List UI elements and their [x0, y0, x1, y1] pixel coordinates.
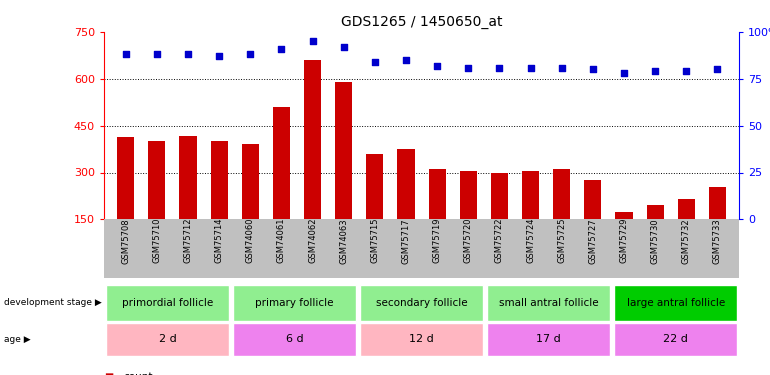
Point [555, 64, 567, 70]
Text: small antral follicle: small antral follicle [499, 298, 598, 308]
Bar [367, 154, 383, 266]
Bar [522, 171, 539, 266]
Point [182, 51, 194, 57]
Point [494, 64, 506, 70]
Text: 6 d: 6 d [286, 334, 303, 344]
Bar [429, 170, 446, 266]
Bar [397, 149, 414, 266]
Text: age ▶: age ▶ [4, 335, 31, 344]
Text: count: count [123, 372, 152, 375]
Point [337, 44, 350, 50]
Bar [273, 107, 290, 266]
Text: 17 d: 17 d [536, 334, 561, 344]
Point [711, 66, 724, 72]
Bar [149, 141, 166, 266]
Bar [678, 199, 695, 266]
Bar [584, 180, 601, 266]
Point [369, 59, 381, 65]
Bar [117, 136, 134, 266]
Text: ■: ■ [104, 372, 113, 375]
Bar [490, 172, 508, 266]
Point [680, 68, 692, 74]
Text: primordial follicle: primordial follicle [122, 298, 213, 308]
Point [306, 38, 319, 44]
Point [213, 53, 226, 59]
Bar [460, 171, 477, 266]
Bar [615, 211, 632, 266]
Point [587, 66, 599, 72]
Bar [179, 136, 196, 266]
Bar [553, 170, 571, 266]
Bar [647, 206, 664, 266]
Text: development stage ▶: development stage ▶ [4, 298, 102, 307]
Text: large antral follicle: large antral follicle [627, 298, 725, 308]
Bar [242, 144, 259, 266]
Bar [211, 141, 228, 266]
Point [276, 46, 288, 52]
Point [119, 51, 132, 57]
Title: GDS1265 / 1450650_at: GDS1265 / 1450650_at [341, 15, 502, 30]
Point [151, 51, 163, 57]
Text: 22 d: 22 d [663, 334, 688, 344]
Text: 12 d: 12 d [409, 334, 434, 344]
Point [431, 63, 444, 69]
Bar [304, 60, 321, 266]
Bar [709, 187, 726, 266]
Point [524, 64, 537, 70]
Bar [335, 82, 353, 266]
Point [462, 64, 474, 70]
Text: primary follicle: primary follicle [256, 298, 333, 308]
Point [244, 51, 256, 57]
Point [618, 70, 630, 76]
Text: secondary follicle: secondary follicle [376, 298, 467, 308]
Point [400, 57, 412, 63]
Point [649, 68, 661, 74]
Text: 2 d: 2 d [159, 334, 176, 344]
